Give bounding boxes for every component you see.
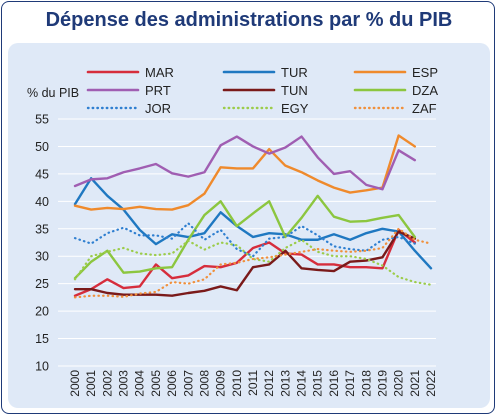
legend-label-jor: JOR: [145, 101, 171, 116]
x-tick-label: 2009: [214, 370, 228, 397]
y-axis-label: % du PIB: [27, 86, 79, 100]
x-tick-label: 2018: [359, 370, 373, 397]
x-tick-label: 2002: [100, 370, 114, 397]
x-tick-label: 2006: [165, 370, 179, 397]
series-line-tur: [73, 177, 433, 270]
x-tick-label: 2003: [117, 370, 131, 397]
x-tick-label: 2001: [84, 370, 98, 397]
x-tick-label: 2014: [295, 370, 309, 397]
legend-label-tun: TUN: [281, 83, 308, 98]
plot-panel: [8, 43, 490, 408]
x-tick-label: 2022: [424, 370, 438, 397]
y-tick-label: 45: [35, 167, 49, 181]
y-tick-label: 10: [35, 360, 49, 374]
y-tick-label: 35: [35, 222, 49, 236]
x-tick-label: 2008: [197, 370, 211, 397]
x-tick-label: 2010: [230, 370, 244, 397]
x-tick-label: 2017: [343, 370, 357, 397]
chart-title: Dépense des administrations par % du PIB: [45, 9, 453, 31]
y-tick-label: 40: [35, 195, 49, 209]
series-line-prt: [73, 135, 417, 191]
x-tick-label: 2019: [375, 370, 389, 397]
y-tick-label: 20: [35, 305, 49, 319]
y-tick-label: 30: [35, 250, 49, 264]
legend-label-tur: TUR: [281, 65, 308, 80]
series-line-tun: [73, 230, 417, 297]
legend-label-prt: PRT: [145, 83, 171, 98]
x-tick-label: 2011: [246, 370, 260, 396]
x-tick-label: 2004: [133, 370, 147, 397]
legend-label-dza: DZA: [412, 83, 438, 98]
series-line-egy: [73, 238, 433, 286]
series-line-mar: [73, 228, 417, 297]
y-tick-label: 50: [35, 140, 49, 154]
legend-label-zaf: ZAF: [412, 101, 437, 116]
x-tick-label: 2013: [278, 370, 292, 397]
x-tick-label: 2020: [392, 370, 406, 397]
x-tick-label: 2015: [311, 370, 325, 397]
series-line-zaf: [73, 227, 433, 299]
series-line-dza: [73, 194, 417, 280]
legend-label-mar: MAR: [145, 65, 174, 80]
series-line-esp: [73, 134, 417, 211]
x-tick-label: 2005: [149, 370, 163, 397]
y-tick-label: 15: [35, 332, 49, 346]
x-tick-label: 2007: [181, 370, 195, 397]
x-tick-label: 2016: [327, 370, 341, 397]
legend-label-egy: EGY: [281, 101, 309, 116]
series-line-jor: [73, 222, 416, 258]
legend-label-esp: ESP: [412, 65, 438, 80]
y-tick-label: 55: [35, 113, 49, 127]
x-tick-label: 2000: [68, 370, 82, 397]
x-tick-label: 2012: [262, 370, 276, 397]
x-tick-label: 2021: [408, 370, 422, 397]
y-tick-label: 25: [35, 277, 49, 291]
